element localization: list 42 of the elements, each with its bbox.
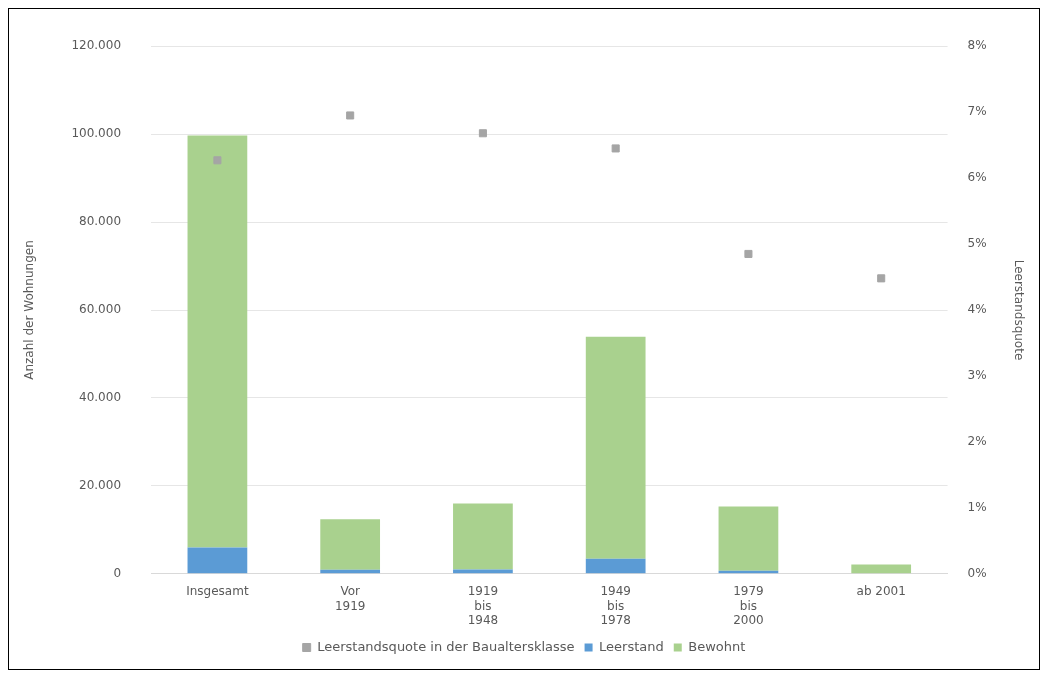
bar [187,547,248,574]
y-tick-label: 0 [113,565,122,580]
legend-label: Leerstand [599,638,664,654]
y2-tick-label: 1% [967,499,987,514]
y-tick-label: 40.000 [79,390,122,405]
bar [453,569,513,574]
x-tick-label: ab 2001 [856,584,906,599]
x-tick-label: Insgesamt [186,584,249,599]
point [611,144,620,153]
y2-tick-label: 5% [967,236,987,251]
bar [585,336,646,559]
legend-label: Bewohnt [688,638,746,654]
y2-axis-title: Leerstandsquote [1011,259,1026,361]
x-tick-label: 1919 bis 1948 [467,584,499,627]
y-axis-title: Anzahl der Wohnungen [22,240,37,380]
point [346,111,355,120]
y2-tick-label: 6% [967,170,987,185]
point [744,249,753,258]
bar [320,519,381,570]
y-tick-label: 120.000 [71,38,122,53]
y-tick-label: 20.000 [79,477,122,492]
bar [187,135,248,548]
y2-tick-label: 2% [967,434,987,449]
x-tick-label: 1949 bis 1978 [600,584,631,627]
legend-label: Leerstandsquote in der Baualtersklasse [317,638,575,654]
x-tick-label: 1979 bis 2000 [733,584,764,627]
point [877,274,886,283]
y2-tick-label: 7% [967,104,987,119]
y2-tick-label: 3% [967,368,987,383]
bar [585,558,646,574]
point [213,156,222,165]
x-tick-label: Vor 1919 [334,584,366,613]
y2-tick-label: 4% [967,302,987,317]
y-tick-label: 100.000 [71,126,122,141]
bar [453,503,513,570]
y-tick-label: 60.000 [79,302,122,317]
point [478,129,487,138]
y2-tick-label: 8% [967,38,987,53]
bar [851,564,912,574]
y2-tick-label: 0% [967,565,987,580]
bar [718,506,779,571]
y-tick-label: 80.000 [79,214,122,229]
